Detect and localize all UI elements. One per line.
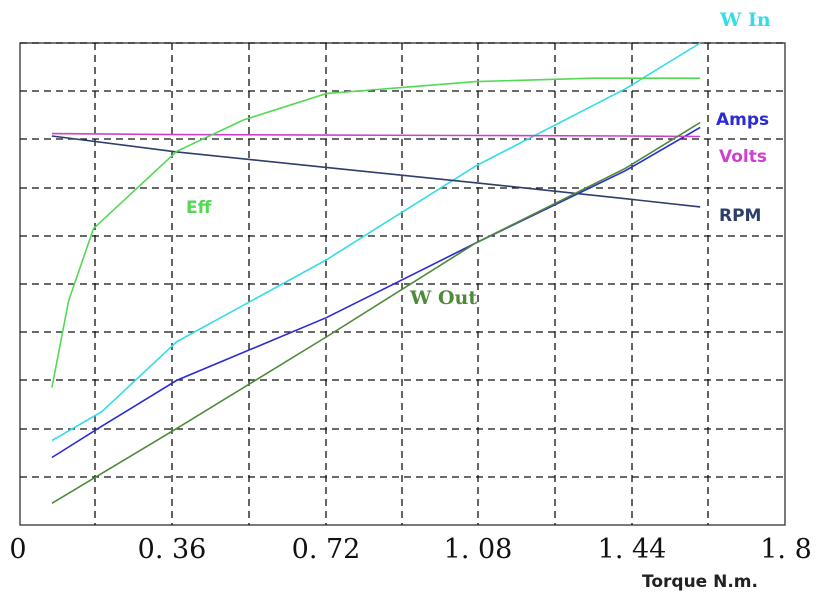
series-line-eff (51, 77, 701, 388)
series-label-rpm: RPM (719, 206, 761, 226)
x-tick-label: 0 (9, 534, 26, 565)
series-label-amps: Amps (716, 110, 769, 130)
x-tick-label: 1. 44 (598, 534, 667, 565)
x-tick-label: 0. 36 (138, 534, 207, 565)
grid (19, 42, 786, 526)
x-axis-label: Torque N.m. (642, 572, 758, 592)
series-line-amps (51, 126, 701, 459)
x-tick-label: 1. 08 (444, 534, 513, 565)
series-label-eff: Eff (186, 198, 212, 218)
series-line-w-in (51, 42, 701, 442)
series-label-volts: Volts (719, 147, 767, 167)
series-label-w-in: W In (719, 9, 771, 31)
series-lines (51, 42, 701, 504)
x-tick-label: 0. 72 (292, 534, 361, 565)
series-line-w-out (51, 121, 701, 504)
x-tick-label: 1. 8 (760, 534, 812, 565)
series-line-volts (51, 132, 701, 138)
x-tick-labels: 0 0. 36 0. 72 1. 08 1. 44 1. 8 (9, 534, 811, 565)
series-line-rpm (51, 135, 701, 208)
series-label-w-out: W Out (409, 287, 477, 309)
